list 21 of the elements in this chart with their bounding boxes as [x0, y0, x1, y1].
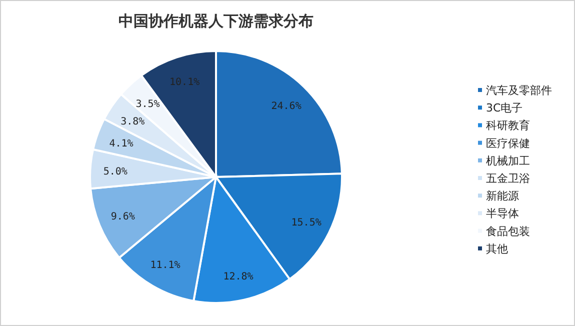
legend-label: 其他 — [486, 242, 508, 256]
legend-label: 3C电子 — [486, 102, 523, 115]
data-label: 3.8% — [120, 116, 145, 128]
data-label: 9.6% — [110, 212, 135, 223]
legend-label: 机械加工 — [486, 154, 530, 168]
legend-label: 新能源 — [486, 190, 519, 203]
data-label: 10.1% — [170, 77, 200, 88]
legend-label: 汽车及零部件 — [486, 84, 552, 97]
chart-title: 中国协作机器人下游需求分布 — [118, 12, 314, 30]
data-label: 12.8% — [223, 271, 254, 282]
data-label: 5.0% — [103, 166, 128, 178]
data-label: 11.1% — [150, 260, 180, 272]
data-label: 4.1% — [109, 138, 134, 150]
legend-label: 医疗保健 — [486, 136, 530, 150]
data-label: 3.5% — [136, 98, 160, 110]
legend-label: 食品包装 — [486, 224, 530, 238]
data-label: 15.5% — [291, 218, 322, 229]
legend-label: 科研教育 — [486, 119, 530, 132]
data-label: 24.6% — [271, 100, 302, 112]
legend-label: 五金卫浴 — [486, 172, 530, 185]
legend-label: 半导体 — [486, 207, 519, 220]
